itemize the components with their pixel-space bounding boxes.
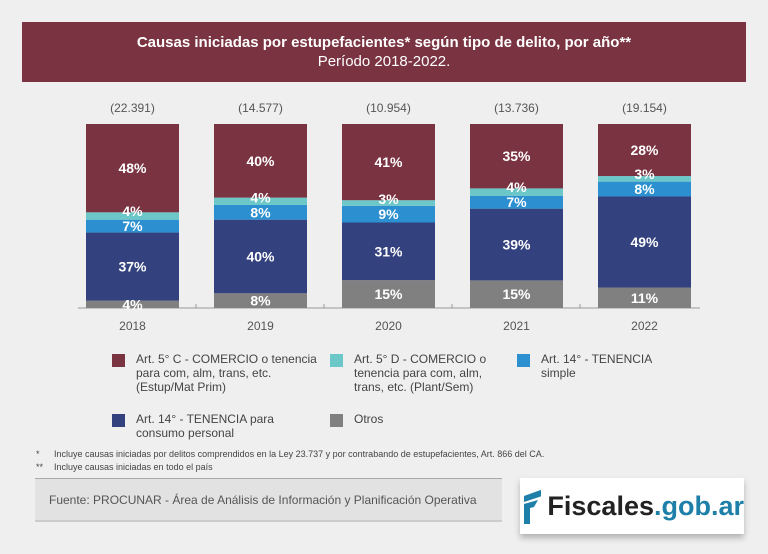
data-label: 8% (250, 293, 271, 309)
data-label: 11% (631, 290, 659, 306)
data-label: 39% (502, 237, 531, 253)
legend-item: Art. 5° C - COMERCIO o tenencia para com… (112, 352, 321, 394)
bar-segment (86, 212, 179, 220)
stacked-bar-chart: 4%37%7%4%48%(22.391)20188%40%8%4%40%(14.… (78, 101, 700, 333)
data-label: 40% (246, 248, 275, 264)
logo-text: Fiscales (547, 490, 654, 521)
legend-label: Art. 14° - TENENCIA simple (541, 352, 652, 380)
bar-segment (86, 300, 179, 308)
chart-subtitle: Período 2018-2022. (317, 53, 451, 70)
bar-segment (214, 219, 307, 294)
x-tick-label: 2019 (247, 319, 274, 333)
total-label: (14.577) (238, 101, 283, 115)
bar-segment (342, 205, 435, 223)
data-label: 4% (506, 179, 527, 195)
bar-segment (86, 219, 179, 233)
chart-title: Causas iniciadas por estupefacientes* se… (136, 34, 632, 51)
data-label: 40% (246, 153, 275, 169)
data-label: 4% (122, 203, 143, 219)
legend-item: Art. 14° - TENENCIA simple (517, 352, 671, 380)
bar-segment (598, 124, 691, 177)
data-label: 7% (122, 218, 143, 234)
data-label: 3% (634, 166, 655, 182)
title-banner: Causas iniciadas por estupefacientes* se… (22, 22, 746, 82)
total-label: (13.736) (494, 101, 539, 115)
bar-segment (86, 124, 179, 213)
bar-segment (470, 280, 563, 308)
legend-item: Otros (330, 412, 509, 427)
bar-segment (342, 200, 435, 206)
data-label: 4% (122, 296, 143, 312)
bar-segment (598, 287, 691, 308)
data-label: 41% (374, 154, 403, 170)
bar-segment (598, 196, 691, 288)
logo-domain: .gob.ar (653, 490, 744, 521)
bar-segment (342, 124, 435, 201)
total-label: (10.954) (366, 101, 411, 115)
data-label: 49% (630, 234, 659, 250)
bar-segment (470, 208, 563, 281)
legend-swatch (330, 354, 343, 367)
legend-item: Art. 5° D - COMERCIO o tenencia para com… (330, 352, 509, 394)
bar-segment (214, 124, 307, 198)
legend-swatch (330, 414, 343, 427)
footnote-2: ** Incluye causas iniciadas en todo el pa… (36, 462, 213, 472)
legend-label: Art. 5° C - COMERCIO o tenencia para com… (136, 352, 317, 394)
legend-item: Art. 14° - TENENCIA para consumo persona… (112, 412, 321, 440)
bar-segment (214, 204, 307, 220)
bar-segment (214, 197, 307, 205)
legend-label: Art. 5° D - COMERCIO o tenencia para com… (354, 352, 487, 394)
bar-segment (342, 222, 435, 281)
fiscales-logo: Fiscales .gob.ar (520, 478, 744, 534)
data-label: 8% (634, 181, 655, 197)
data-label: 15% (374, 286, 403, 302)
bar-segment (598, 181, 691, 197)
data-label: 9% (378, 206, 399, 222)
data-label: 7% (506, 194, 527, 210)
bar-segment (598, 176, 691, 182)
legend-swatch (517, 354, 530, 367)
data-label: 8% (250, 204, 271, 220)
data-label: 4% (250, 189, 271, 205)
legend-label: Otros (354, 412, 384, 426)
data-label: 31% (374, 243, 403, 259)
bar-segment (470, 195, 563, 209)
footnote-mark: * (36, 449, 40, 459)
logo-mark-icon (524, 489, 542, 524)
total-label: (19.154) (622, 101, 667, 115)
x-tick-label: 2021 (503, 319, 530, 333)
data-label: 37% (118, 259, 147, 275)
bar-segment (342, 280, 435, 308)
legend-label: Art. 14° - TENENCIA para consumo persona… (136, 412, 274, 440)
bar-segment (470, 188, 563, 196)
footnote-1: * Incluye causas iniciadas por delitos co… (36, 449, 544, 459)
legend-swatch (112, 354, 125, 367)
total-label: (22.391) (110, 101, 155, 115)
footnote-text: Incluye causas iniciadas por delitos com… (54, 449, 545, 459)
data-label: 15% (502, 286, 531, 302)
footnote-mark: ** (36, 462, 44, 472)
data-label: 28% (630, 142, 659, 158)
x-tick-label: 2022 (631, 319, 658, 333)
x-tick-label: 2018 (119, 319, 146, 333)
data-label: 48% (118, 160, 147, 176)
bar-segment (470, 124, 563, 189)
bar-segment (86, 232, 179, 301)
footnote-text: Incluye causas iniciadas en todo el país (54, 462, 213, 472)
legend-swatch (112, 414, 125, 427)
data-label: 3% (378, 191, 399, 207)
x-tick-label: 2020 (375, 319, 402, 333)
data-label: 35% (502, 148, 531, 164)
source-note: Fuente: PROCUNAR - Área de Análisis de I… (35, 478, 502, 522)
bar-segment (214, 293, 307, 308)
